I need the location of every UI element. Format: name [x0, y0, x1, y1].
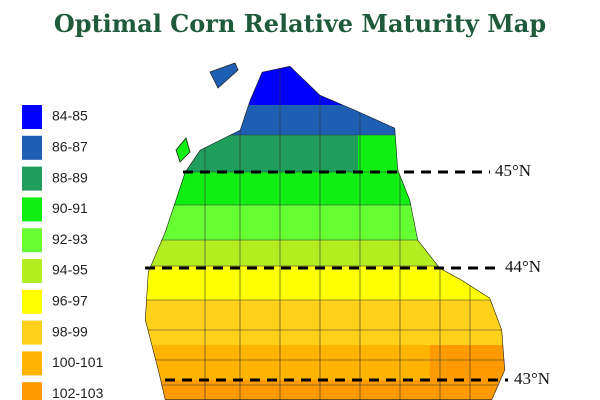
island: [209, 62, 239, 89]
peninsula: [175, 137, 191, 163]
legend-label: 100-101: [52, 354, 104, 370]
legend-label: 84-85: [52, 108, 88, 124]
legend-swatch: [22, 105, 42, 129]
legend-swatch: [22, 289, 42, 314]
map-title: Optimal Corn Relative Maturity Map: [54, 9, 546, 38]
zone: [145, 345, 430, 380]
legend-swatch: [22, 382, 42, 400]
legend-label: 94-95: [52, 262, 88, 278]
legend-label: 96-97: [52, 293, 88, 309]
legend-label: 98-99: [52, 323, 88, 339]
zone: [145, 300, 505, 345]
latitude-label: 43°N: [514, 369, 550, 388]
legend-swatch: [22, 135, 42, 160]
legend-swatch: [22, 166, 42, 191]
legend: 84-85 86-87 88-89 90-91 92-93 94-95 96-97 98-99…: [22, 105, 104, 400]
legend-swatch: [22, 228, 42, 253]
maturity-zones: [145, 66, 505, 400]
latitude-label: 44°N: [505, 257, 541, 276]
legend-label: 88-89: [52, 169, 88, 185]
latitude-label: 45°N: [495, 161, 531, 180]
zone: [145, 135, 358, 172]
legend-swatch: [22, 320, 42, 345]
zone: [145, 66, 505, 105]
legend-label: 86-87: [52, 139, 88, 155]
zone: [145, 105, 505, 135]
legend-label: 102-103: [52, 385, 104, 400]
zone: [145, 172, 505, 205]
zone: [145, 205, 505, 240]
zone: [145, 380, 505, 400]
legend-label: 90-91: [52, 200, 88, 216]
zone: [430, 345, 505, 380]
legend-swatch: [22, 197, 42, 222]
legend-label: 92-93: [52, 231, 88, 247]
legend-swatch: [22, 351, 42, 376]
county-lines: [145, 66, 505, 400]
zone: [145, 240, 505, 266]
zone: [145, 266, 505, 300]
legend-swatch: [22, 259, 42, 283]
